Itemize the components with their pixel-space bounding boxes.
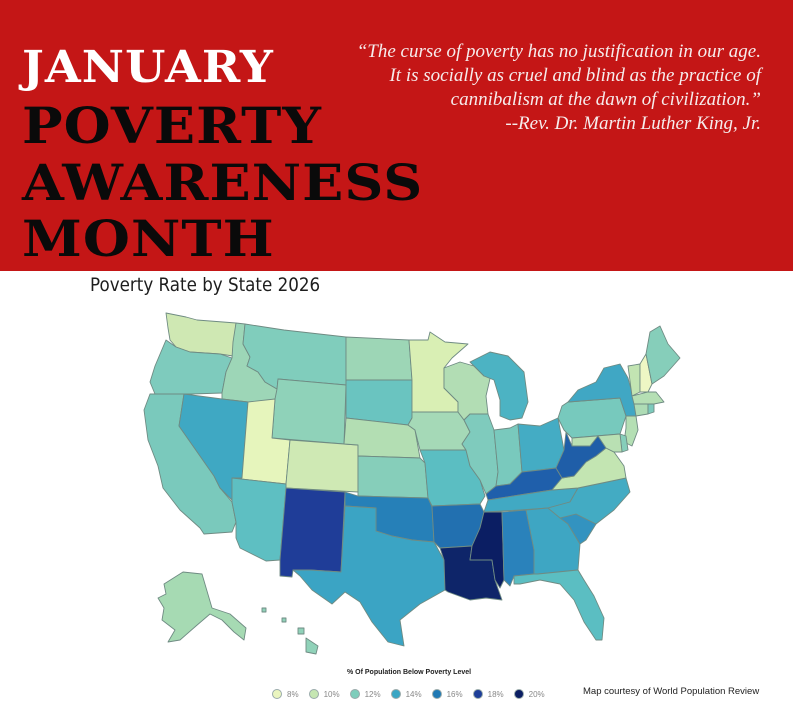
legend-item-14: 14% (390, 689, 422, 699)
legend-title: % Of Population Below Poverty Level (347, 669, 472, 676)
banner: JANUARY POVERTY AWARENESS MONTH “The cur… (0, 0, 793, 271)
state-michigan[interactable] (469, 351, 529, 421)
legend-item-10: 10% (308, 689, 340, 699)
state-new-mexico[interactable] (279, 487, 346, 578)
legend-swatch-icon (513, 689, 524, 699)
map-credit: Map courtesy of World Population Review (583, 686, 760, 697)
legend: 8% 10% 12% 14% 16% 18% 20% (272, 689, 555, 699)
state-hawaii[interactable] (261, 607, 319, 655)
state-montana[interactable] (242, 323, 347, 390)
quote-line-3: cannibalism at the dawn of civilization.… (450, 89, 761, 110)
legend-item-20: 20% (513, 689, 545, 699)
mlk-quote: “The curse of poverty has no justificati… (281, 40, 761, 136)
legend-swatch-icon (272, 689, 282, 699)
state-kansas[interactable] (357, 455, 429, 499)
state-ohio[interactable] (517, 417, 565, 473)
legend-swatch-icon (349, 689, 360, 699)
legend-item-12: 12% (349, 689, 381, 699)
state-connecticut[interactable] (633, 403, 649, 417)
state-new-hampshire[interactable] (639, 353, 653, 393)
quote-line-2: It is socially as cruel and blind as the… (389, 65, 761, 86)
legend-item-18: 18% (472, 689, 504, 699)
state-texas[interactable] (292, 505, 446, 647)
state-maryland[interactable] (571, 433, 623, 453)
headline-january: JANUARY (22, 42, 274, 93)
state-pennsylvania[interactable] (557, 397, 627, 439)
state-alaska[interactable] (157, 571, 247, 643)
headline-month: MONTH (22, 209, 275, 268)
state-wyoming[interactable] (271, 378, 347, 445)
state-rhode-island[interactable] (647, 403, 655, 415)
legend-swatch-icon (390, 689, 401, 699)
state-maine[interactable] (645, 325, 681, 385)
state-north-carolina[interactable] (547, 477, 631, 525)
quote-line-1: “The curse of poverty has no justificati… (356, 41, 761, 62)
state-arizona[interactable] (231, 477, 287, 562)
state-north-dakota[interactable] (345, 336, 413, 381)
state-florida[interactable] (513, 569, 605, 641)
legend-item-8: 8% (272, 689, 299, 699)
headline-awareness: AWARENESS (22, 153, 424, 212)
us-poverty-choropleth (143, 312, 681, 655)
quote-attribution: --Rev. Dr. Martin Luther King, Jr. (505, 113, 761, 134)
state-colorado[interactable] (285, 439, 359, 493)
state-new-york[interactable] (567, 363, 637, 417)
legend-item-16: 16% (431, 689, 463, 699)
legend-swatch-icon (431, 689, 442, 699)
headline-poverty: POVERTY (22, 96, 322, 155)
map-title: Poverty Rate by State 2026 (90, 274, 321, 296)
state-south-dakota[interactable] (345, 379, 413, 426)
legend-swatch-icon (308, 689, 319, 699)
state-mississippi[interactable] (469, 511, 505, 589)
legend-swatch-icon (472, 689, 483, 699)
